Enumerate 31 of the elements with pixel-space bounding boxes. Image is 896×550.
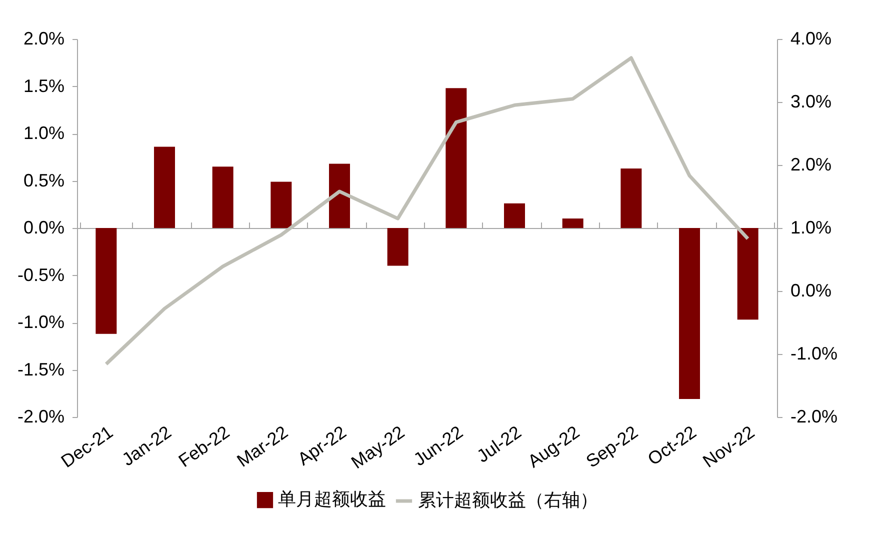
legend-label: 累计超额收益（右轴） [418,490,598,510]
y-tick-label: -2.0% [17,406,64,426]
y2-tick-label: 1.0% [790,218,832,238]
bar [446,88,467,228]
legend-label: 单月超额收益 [278,489,386,509]
y2-tick-label: 3.0% [790,92,832,112]
bar [270,182,292,228]
bar [329,164,350,228]
y-tick-label: -1.0% [17,312,64,332]
bar [504,203,525,228]
bar [96,228,117,334]
bar [154,146,175,228]
bar [679,228,700,400]
bar [737,228,758,320]
y2-tick-label: -2.0% [790,406,838,426]
y-tick-label: 0.0% [23,218,64,238]
y-tick-label: 2.0% [23,28,64,48]
y-tick-label: 1.0% [23,123,64,143]
y2-tick-label: -1.0% [790,344,838,364]
y-tick-label: 1.5% [23,76,64,96]
bar [620,168,642,228]
y2-tick-label: 2.0% [790,154,832,174]
line-series [104,56,750,366]
bar [387,228,408,266]
y-tick-label: 0.5% [23,170,64,190]
y2-tick-label: 4.0% [790,28,832,48]
y-tick-label: -1.5% [17,359,64,380]
bar [562,218,584,228]
y-tick-label: -0.5% [17,264,64,285]
bar [212,166,234,228]
y2-tick-label: 0.0% [790,280,832,300]
